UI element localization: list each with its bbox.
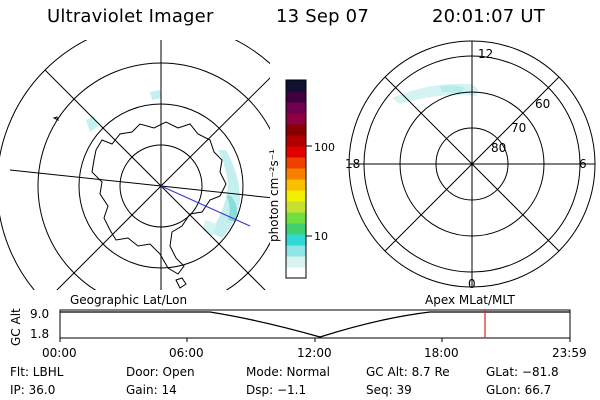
auroral-emission-right [392, 83, 478, 104]
mlat-label-60: 60 [535, 97, 550, 111]
altitude-curve [60, 311, 570, 338]
colorbar-tick-100: 100 [314, 141, 335, 154]
colorbar-cell [286, 135, 306, 147]
alt-tick-9: 9.0 [30, 307, 49, 321]
alt-axis-label: GC Alt [9, 308, 23, 346]
mode-value: Mode: Normal [246, 365, 330, 379]
colorbar-cell [286, 223, 306, 235]
mlt-label-18: 18 [345, 157, 360, 171]
door-status: Door: Open [126, 365, 195, 379]
colorbar-cell [286, 146, 306, 158]
mlt-lines [349, 41, 595, 287]
meridian-lines [9, 40, 270, 290]
gc-alt-value: GC Alt: 8.7 Re [366, 365, 450, 379]
colorbar-cell [286, 91, 306, 103]
glon-value: GLon: 66.7 [486, 383, 552, 397]
gain-value: Gain: 14 [126, 383, 177, 397]
sequence-value: Seq: 39 [366, 383, 412, 397]
colorbar-cell [286, 201, 306, 213]
colorbar-axis-title: photon cm⁻²s⁻¹ [267, 149, 281, 242]
time-tick-0000: 00:00 [42, 346, 77, 360]
alt-tick-1-8: 1.8 [30, 327, 49, 341]
auroral-emission-left [86, 90, 240, 238]
glat-value: GLat: −81.8 [486, 365, 559, 379]
colorbar-cell [286, 113, 306, 125]
mlt-label-12: 12 [478, 47, 493, 61]
colorbar-cell [286, 157, 306, 169]
ip-value: IP: 36.0 [10, 383, 56, 397]
time-tick-0600: 06:00 [169, 346, 204, 360]
colorbar-cell [286, 168, 306, 180]
colorbar-cell [286, 245, 306, 257]
time-tick-2359: 23:59 [552, 346, 587, 360]
mlt-label-0: 0 [468, 277, 476, 291]
time-tick-1200: 12:00 [297, 346, 332, 360]
colorbar-cell [286, 179, 306, 191]
mlat-label-80: 80 [491, 141, 506, 155]
colorbar-cells [286, 80, 306, 279]
colorbar-cell [286, 190, 306, 202]
mlt-label-6: 6 [579, 157, 587, 171]
geographic-map [0, 40, 270, 290]
colorbar-cell [286, 234, 306, 246]
colorbar-tick-10: 10 [314, 230, 328, 243]
colorbar-cell [286, 256, 306, 268]
mlat-label-70: 70 [511, 121, 526, 135]
dsp-value: Dsp: −1.1 [246, 383, 307, 397]
coastline [91, 121, 227, 275]
colorbar-cell [286, 102, 306, 114]
time-tick-1800: 18:00 [424, 346, 459, 360]
time-label: 20:01:07 UT [432, 6, 545, 27]
colorbar-cell [286, 212, 306, 224]
colorbar: 100 10 photon cm⁻²s⁻¹ [267, 79, 335, 279]
altitude-plot: 9.0 1.8 GC Alt 00:00 06:00 12:00 18:00 2… [9, 307, 587, 360]
sun-direction-line [160, 185, 251, 227]
instrument-title: Ultraviolet Imager [47, 6, 214, 27]
date-label: 13 Sep 07 [276, 6, 369, 27]
colorbar-cell [286, 124, 306, 136]
apex-panel-label: Apex MLat/MLT [425, 293, 515, 307]
magnetic-polar-plot: 12 18 6 0 60 70 80 [345, 40, 596, 291]
geographic-panel-label: Geographic Lat/Lon [70, 293, 188, 307]
colorbar-cell [286, 80, 306, 92]
filter-value: Flt: LBHL [10, 365, 64, 379]
colorbar-cell [286, 267, 306, 279]
islands [52, 116, 187, 289]
